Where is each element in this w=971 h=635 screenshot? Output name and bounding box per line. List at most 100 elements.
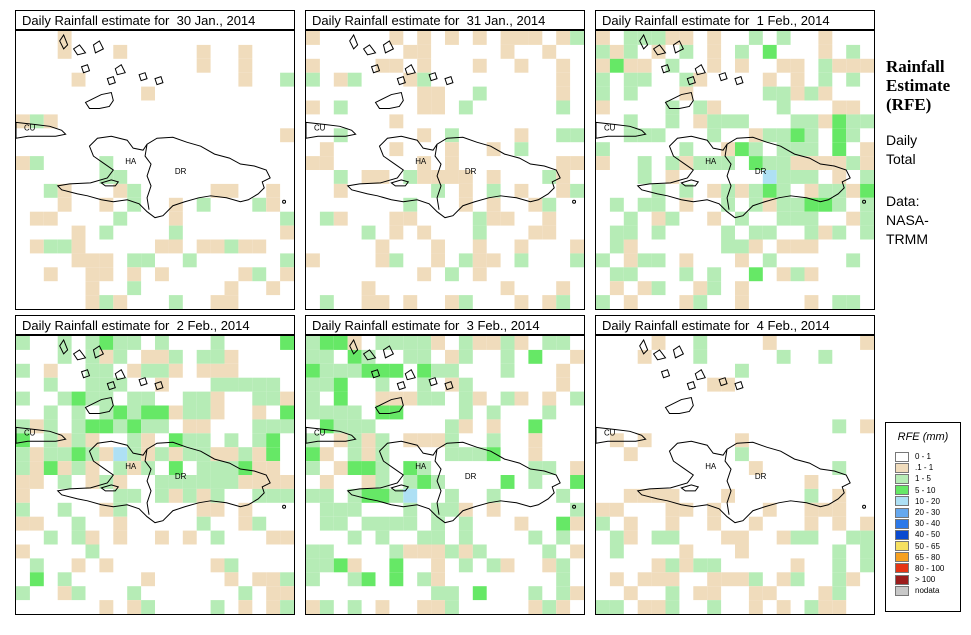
rainfall-cell	[804, 488, 819, 503]
island-outline	[396, 381, 406, 391]
rainfall-cell	[333, 391, 348, 406]
rainfall-cell	[252, 488, 267, 503]
legend-item: 80 - 100	[895, 563, 944, 574]
rainfall-cell	[238, 377, 253, 392]
rainfall-cell	[846, 128, 861, 143]
rainfall-cell	[280, 405, 294, 420]
rainfall-cell	[306, 156, 320, 170]
rainfall-cell	[596, 44, 610, 59]
rainfall-cell	[210, 336, 225, 350]
rainfall-cell	[735, 44, 749, 59]
rainfall-cell	[570, 391, 584, 406]
rainfall-cell	[721, 572, 735, 587]
rainfall-cell	[721, 142, 735, 157]
rainfall-cell	[403, 170, 418, 184]
island-outline	[370, 64, 381, 74]
rainfall-cell	[182, 475, 197, 489]
label-cuba: CU	[604, 428, 616, 437]
rainfall-cell	[832, 558, 847, 573]
rainfall-cell	[210, 377, 225, 392]
rainfall-cell	[210, 502, 225, 517]
rainfall-cell	[280, 211, 294, 226]
rainfall-cell	[528, 530, 543, 545]
rainfall-cell	[721, 488, 735, 503]
rainfall-cell	[319, 516, 334, 531]
rainfall-cell	[389, 253, 404, 268]
rainfall-cell	[238, 58, 253, 73]
rainfall-cell	[776, 170, 791, 184]
rainfall-cell	[252, 391, 267, 406]
rainfall-cell	[57, 572, 72, 587]
rainfall-cell	[596, 295, 610, 309]
rainfall-cell	[266, 461, 281, 475]
rainfall-cell	[651, 128, 666, 143]
rainfall-cell	[375, 516, 390, 531]
rainfall-cell	[486, 336, 501, 350]
rainfall-cell	[361, 447, 376, 462]
rainfall-cell	[679, 544, 694, 559]
source-line: Data:	[886, 193, 920, 209]
rainfall-cell	[570, 544, 584, 559]
rainfall-cell	[71, 419, 86, 434]
rainfall-cell	[375, 475, 390, 489]
rainfall-cell	[790, 197, 805, 212]
rainfall-cell	[85, 461, 100, 475]
rainfall-cell	[679, 558, 694, 573]
rainfall-cell	[16, 114, 30, 129]
rainfall-cell	[252, 419, 267, 434]
rainfall-cell	[707, 128, 722, 143]
rainfall-cell	[832, 197, 847, 212]
rainfall-cell	[224, 281, 239, 296]
rainfall-cell	[280, 488, 294, 503]
rainfall-cell	[846, 114, 861, 129]
rainfall-cell	[445, 363, 459, 378]
rainfall-cell	[693, 336, 708, 350]
product-subtitle: Daily Total	[886, 131, 917, 169]
rainfall-cell	[542, 211, 557, 226]
rainfall-cell	[570, 586, 584, 601]
rainfall-cell	[113, 170, 128, 184]
rainfall-cell	[846, 211, 861, 226]
rainfall-cell	[846, 253, 861, 268]
rainfall-cell	[637, 58, 652, 73]
rainfall-cell	[319, 447, 334, 462]
rainfall-cell	[804, 295, 819, 309]
rainfall-cell	[832, 516, 847, 531]
rainfall-cell	[85, 267, 100, 282]
rainfall-cell	[832, 419, 847, 434]
island-outline	[572, 199, 577, 204]
rainfall-cell	[665, 114, 680, 129]
rainfall-cell	[458, 516, 473, 531]
rainfall-cell	[748, 239, 763, 254]
rainfall-cell	[210, 363, 225, 378]
rainfall-cell	[860, 170, 874, 184]
rainfall-cell	[860, 419, 874, 434]
rainfall-cell	[860, 156, 874, 170]
rainfall-cell	[846, 100, 861, 115]
rainfall-cell	[85, 377, 100, 392]
rainfall-cell	[721, 183, 735, 198]
rainfall-cell	[472, 225, 487, 240]
rainfall-cell	[804, 530, 819, 545]
rainfall-cell	[280, 128, 294, 143]
rainfall-cell	[776, 128, 791, 143]
rainfall-cell	[542, 405, 557, 420]
rainfall-cell	[500, 558, 515, 573]
rainfall-cell	[16, 488, 30, 503]
legend-label: 20 - 30	[915, 508, 940, 518]
rainfall-cell	[389, 336, 404, 350]
rainfall-cell	[431, 600, 445, 614]
island-outline	[72, 349, 87, 361]
rainfall-cell	[168, 488, 183, 503]
rainfall-cell	[623, 31, 638, 45]
rainfall-cell	[141, 433, 155, 448]
rainfall-cell	[85, 253, 100, 268]
rainfall-cell	[486, 447, 501, 462]
rainfall-cell	[319, 363, 334, 378]
rainfall-cell	[29, 156, 44, 170]
rainfall-cell	[528, 419, 543, 434]
rainfall-cell	[224, 183, 239, 198]
rainfall-cell	[280, 572, 294, 587]
rainfall-cell	[71, 558, 86, 573]
rainfall-cell	[748, 183, 763, 198]
